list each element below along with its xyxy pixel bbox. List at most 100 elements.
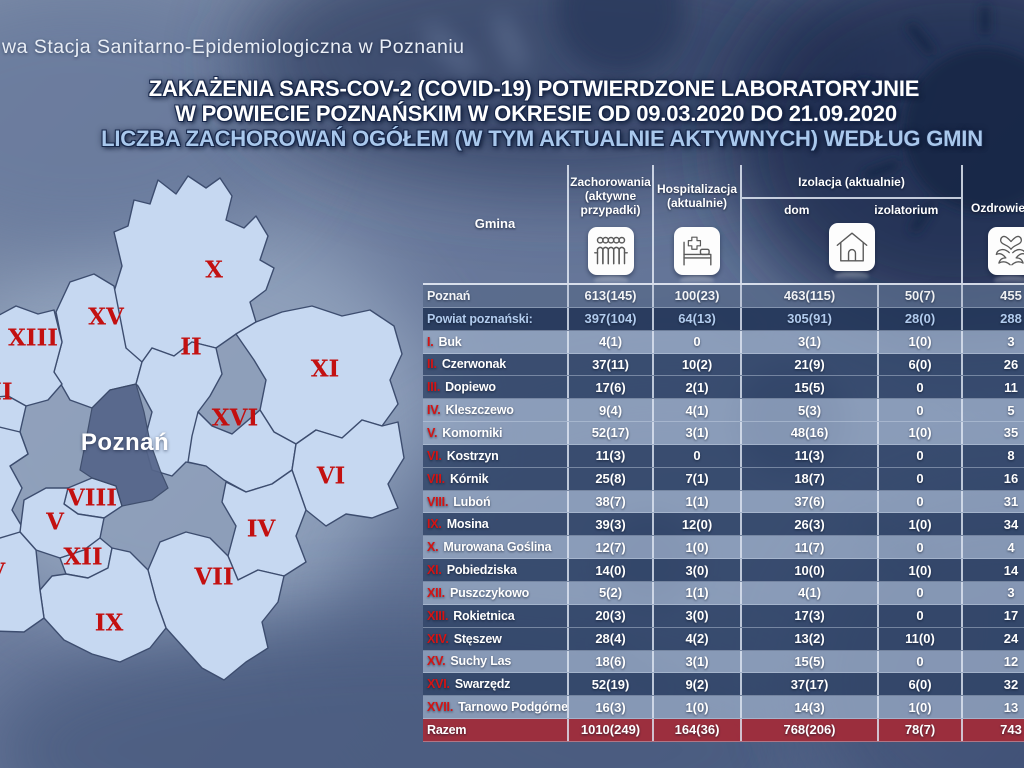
gmina-roman-prefix: II.: [427, 357, 437, 372]
header-zachorowania: Zachorowania (aktywne przypadki): [567, 165, 652, 283]
cell-izolacja-dom: 11(3): [740, 444, 877, 467]
header-izolacja-dom: dom: [784, 203, 810, 217]
header-gmina: Gmina: [474, 216, 516, 232]
map-label-xiii: XIII: [7, 324, 59, 352]
cell-hospitalizacja: 1(1): [652, 490, 740, 513]
cell-ozdrowiency: 34: [961, 513, 1024, 536]
title-line-3: LICZBA ZACHOROWAŃ OGÓŁEM (W TYM AKTUALNI…: [101, 126, 983, 151]
cell-izolacja-dom: 463(115): [740, 285, 877, 307]
table-row-poznan: Poznań 613(145) 100(23) 463(115) 50(7) 455: [423, 285, 1024, 308]
cell-izolacja-izolatorium: 50(7): [877, 285, 961, 307]
cell-zachorowania: 5(2): [567, 581, 652, 604]
cell-zachorowania: 38(7): [567, 490, 652, 513]
cell-hospitalizacja: 3(0): [652, 559, 740, 581]
gmina-name: Swarzędz: [454, 677, 511, 692]
gmina-name-cell: Powiat poznański:: [423, 308, 567, 330]
table-row-razem-total: Razem 1010(249) 164(36) 768(206) 78(7) 743: [423, 719, 1024, 742]
cell-hospitalizacja: 9(2): [652, 673, 740, 696]
gmina-roman-prefix: X.: [427, 540, 439, 555]
table-row-powiat-poznanski: Powiat poznański: 397(104) 64(13) 305(91) 28…: [423, 307, 1024, 331]
title-line-2: W POWIECIE POZNAŃSKIM W OKRESIE OD 09.03…: [175, 101, 897, 126]
cell-zachorowania: 28(4): [567, 627, 652, 650]
cell-ozdrowiency: 14: [961, 559, 1024, 581]
gmina-map-shapes: [0, 175, 405, 681]
cell-izolacja-izolatorium: 0: [877, 467, 961, 490]
cell-izolacja-dom: 4(1): [740, 581, 877, 604]
cell-hospitalizacja: 12(0): [652, 513, 740, 536]
table-row-mosina: IX. Mosina 39(3) 12(0) 26(3) 1(0) 34: [423, 513, 1024, 537]
gmina-name-cell: II. Czerwonak: [423, 354, 567, 376]
cell-izolacja-dom: 48(16): [740, 422, 877, 444]
cell-zachorowania: 25(8): [567, 467, 652, 490]
map-label-xi: XI: [310, 355, 340, 383]
cell-hospitalizacja: 0: [652, 444, 740, 467]
gmina-name: Luboń: [453, 494, 491, 509]
cell-izolacja-dom: 5(3): [740, 399, 877, 422]
gmina-name-cell: XVI. Swarzędz: [423, 673, 567, 695]
gmina-name-cell: Poznań: [423, 285, 567, 307]
cell-izolacja-izolatorium: 1(0): [877, 330, 961, 353]
map-label-vi: VI: [316, 462, 346, 490]
cell-izolacja-izolatorium: 0: [877, 399, 961, 422]
cell-hospitalizacja: 0: [652, 330, 740, 353]
cell-hospitalizacja: 64(13): [652, 307, 740, 330]
table-row-pobiedziska: XI. Pobiedziska 14(0) 3(0) 10(0) 1(0) 14: [423, 559, 1024, 582]
gmina-name: Murowana Goślina: [443, 540, 552, 555]
gmina-name: Puszczykowo: [449, 585, 530, 600]
cell-izolacja-izolatorium: 0: [877, 650, 961, 673]
map-label-x: X: [205, 256, 223, 284]
cell-ozdrowiency: 32: [961, 673, 1024, 696]
header-izolacja: Izolacja (aktualnie): [742, 165, 961, 199]
header-hospitalizacja: Hospitalizacja (aktualnie): [652, 165, 740, 283]
map-label-xv: XV: [88, 303, 124, 331]
cell-zachorowania: 17(6): [567, 376, 652, 399]
gmina-roman-prefix: VII.: [427, 471, 445, 486]
cell-hospitalizacja: 2(1): [652, 376, 740, 399]
gmina-name-cell: XV. Suchy Las: [423, 651, 567, 673]
title-line-1: ZAKAŻENIA SARS-COV-2 (COVID-19) POTWIERD…: [148, 76, 920, 101]
gmina-roman-prefix: XIII.: [427, 608, 449, 623]
cell-izolacja-dom: 13(2): [740, 627, 877, 650]
cell-izolacja-dom: 37(17): [740, 673, 877, 696]
gmina-name: Suchy Las: [450, 654, 512, 669]
cell-hospitalizacja: 3(1): [652, 650, 740, 673]
gmina-name: Komorniki: [442, 425, 503, 440]
gmina-name-cell: VII. Kórnik: [423, 468, 567, 490]
table-row-murowana-goslina: X. Murowana Goślina 12(7) 1(0) 11(7) 0 4: [423, 536, 1024, 560]
map-label-ix: IX: [94, 609, 124, 637]
total-label: Razem: [427, 722, 467, 737]
gmina-name: Czerwonak: [441, 357, 507, 372]
map-label-v: V: [46, 508, 64, 536]
cell-hospitalizacja: 1(0): [652, 696, 740, 719]
cell-ozdrowiency: 26: [961, 353, 1024, 376]
gmina-name: Rokietnica: [453, 608, 515, 623]
cell-izolacja-izolatorium: 11(0): [877, 627, 961, 650]
total-label-cell: Razem: [423, 719, 567, 741]
hands-heart-icon: [988, 227, 1024, 275]
table-row-kostrzyn: VI. Kostrzyn 11(3) 0 11(3) 0 8: [423, 444, 1024, 468]
gmina-name-cell: I. Buk: [423, 331, 567, 353]
cell-ozdrowiency: 4: [961, 536, 1024, 559]
cell-izolacja-dom: 10(0): [740, 559, 877, 581]
gmina-name-cell: III. Dopiewo: [423, 376, 567, 398]
gmina-name-cell: XII. Puszczykowo: [423, 582, 567, 604]
table-row-dopiewo: III. Dopiewo 17(6) 2(1) 15(5) 0 11: [423, 376, 1024, 400]
table-header: Gmina Zachorowania (aktywne przypadki) H…: [423, 165, 1024, 283]
gmina-name: Pobiedziska: [446, 563, 517, 578]
map-label-vii: VII: [194, 563, 234, 591]
gmina-roman-prefix: VIII.: [427, 494, 449, 509]
poznan-city-label: Poznań: [80, 429, 170, 456]
hospital-bed-icon: [674, 227, 720, 275]
table-body: Poznań 613(145) 100(23) 463(115) 50(7) 455 Po…: [423, 283, 1024, 742]
cell-zachorowania: 52(17): [567, 422, 652, 444]
table-row-steszew: XIV. Stęszew 28(4) 4(2) 13(2) 11(0) 24: [423, 627, 1024, 651]
gmina-shape-dopiewo: [0, 426, 29, 543]
map-label-ii: II: [180, 333, 202, 361]
gmina-name: Powiat poznański:: [427, 311, 533, 326]
gmina-name-cell: X. Murowana Goślina: [423, 536, 567, 558]
table-row-swarzedz: XVI. Swarzędz 52(19) 9(2) 37(17) 6(0) 32: [423, 673, 1024, 697]
gmina-name-cell: V. Komorniki: [423, 422, 567, 444]
gmina-name-cell: IV. Kleszczewo: [423, 399, 567, 421]
cell-izolacja-dom: 14(3): [740, 696, 877, 719]
